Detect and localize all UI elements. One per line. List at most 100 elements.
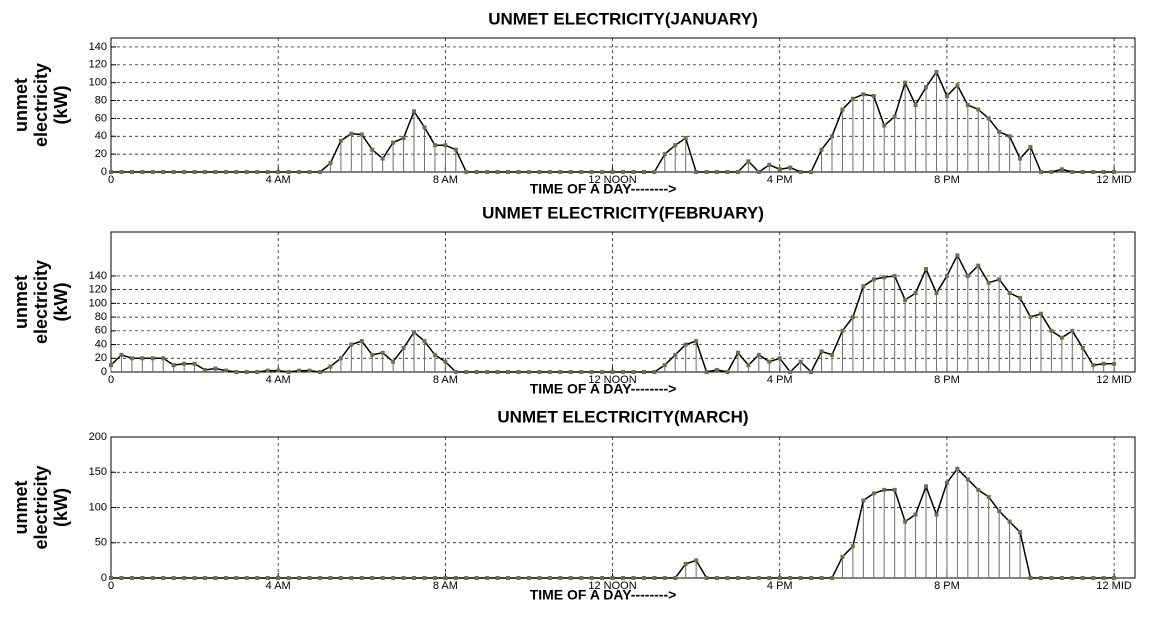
marker — [265, 576, 270, 580]
x-tick-label: 0 — [108, 174, 114, 186]
marker — [976, 487, 981, 492]
x-tick-label: 4 AM — [266, 580, 291, 592]
marker — [809, 370, 814, 374]
marker — [746, 576, 751, 580]
marker — [589, 370, 594, 374]
marker — [986, 494, 991, 499]
marker — [109, 363, 113, 368]
marker — [673, 143, 678, 148]
marker — [1028, 315, 1033, 320]
y-axis-label-line: (kW) — [51, 283, 71, 322]
marker — [600, 370, 605, 374]
marker — [997, 277, 1002, 282]
marker — [192, 170, 197, 174]
marker — [547, 370, 552, 374]
marker — [140, 170, 145, 174]
x-tick-label: 0 — [108, 580, 114, 592]
marker — [422, 576, 427, 580]
marker — [788, 370, 793, 374]
y-tick-label: 0 — [101, 366, 107, 378]
marker — [1018, 156, 1023, 161]
marker — [746, 159, 751, 164]
y-axis-label: unmetelectricity(kW) — [11, 465, 71, 549]
marker — [328, 576, 333, 580]
marker — [307, 576, 312, 580]
marker — [903, 297, 908, 302]
y-tick-label: 60 — [95, 112, 107, 124]
y-tick-label: 120 — [89, 59, 107, 71]
marker — [976, 263, 981, 268]
marker — [516, 170, 521, 174]
x-tick-label: 8 AM — [433, 174, 458, 186]
marker — [840, 554, 845, 559]
marker — [850, 96, 855, 101]
marker — [464, 170, 469, 174]
marker — [913, 103, 918, 107]
marker — [1007, 291, 1012, 296]
marker — [1059, 335, 1064, 340]
marker — [297, 170, 302, 174]
marker — [265, 368, 270, 373]
y-tick-label: 80 — [95, 94, 107, 106]
marker — [1038, 170, 1043, 174]
marker — [1038, 576, 1043, 580]
marker — [1080, 576, 1085, 580]
y-axis-label-line: (kW) — [51, 488, 71, 527]
marker — [526, 170, 531, 174]
marker — [1091, 363, 1096, 368]
marker — [1070, 170, 1075, 174]
marker — [223, 576, 228, 580]
marker — [192, 576, 197, 580]
marker — [715, 367, 720, 372]
marker — [150, 576, 155, 580]
marker — [495, 170, 500, 174]
subplot-title: UNMET ELECTRICITY(FEBRUARY) — [482, 203, 764, 222]
marker — [558, 576, 563, 580]
marker — [579, 170, 584, 174]
marker — [997, 509, 1002, 514]
marker — [307, 170, 312, 174]
marker — [788, 165, 793, 170]
marker — [610, 576, 615, 580]
marker — [913, 512, 918, 517]
subplot-title: UNMET ELECTRICITY(MARCH) — [497, 407, 748, 426]
marker — [537, 370, 542, 374]
marker — [161, 576, 166, 580]
marker — [182, 170, 187, 174]
marker — [892, 487, 897, 492]
plot-frame — [110, 231, 1136, 373]
marker — [882, 123, 887, 128]
y-axis-label: unmetelectricity(kW) — [11, 260, 71, 344]
marker — [244, 576, 249, 580]
marker — [861, 92, 866, 97]
marker — [871, 491, 876, 496]
marker — [641, 576, 646, 580]
marker — [370, 576, 375, 580]
marker — [474, 576, 479, 580]
marker — [662, 363, 667, 368]
marker — [589, 170, 594, 174]
subplot: UNMET ELECTRICITY(MARCH) unmetelectricity… — [11, 407, 1136, 603]
marker — [861, 284, 866, 289]
marker — [453, 576, 458, 580]
marker — [328, 161, 333, 166]
marker — [401, 136, 406, 141]
marker — [464, 576, 469, 580]
subplot: UNMET ELECTRICITY(FEBRUARY) unmetelectric… — [11, 203, 1136, 397]
y-tick-label: 100 — [89, 501, 107, 513]
marker — [171, 170, 176, 174]
x-tick-label: 12 NOON — [588, 580, 636, 592]
marker — [558, 170, 563, 174]
marker — [913, 291, 918, 296]
x-tick-label: 4 PM — [767, 174, 793, 186]
marker — [317, 370, 322, 374]
marker — [1080, 345, 1085, 350]
marker — [882, 275, 887, 280]
marker — [568, 170, 573, 174]
marker — [715, 576, 720, 580]
marker — [1007, 134, 1012, 139]
marker — [234, 170, 239, 174]
marker — [1007, 519, 1012, 524]
marker — [746, 363, 751, 368]
marker — [777, 356, 782, 361]
